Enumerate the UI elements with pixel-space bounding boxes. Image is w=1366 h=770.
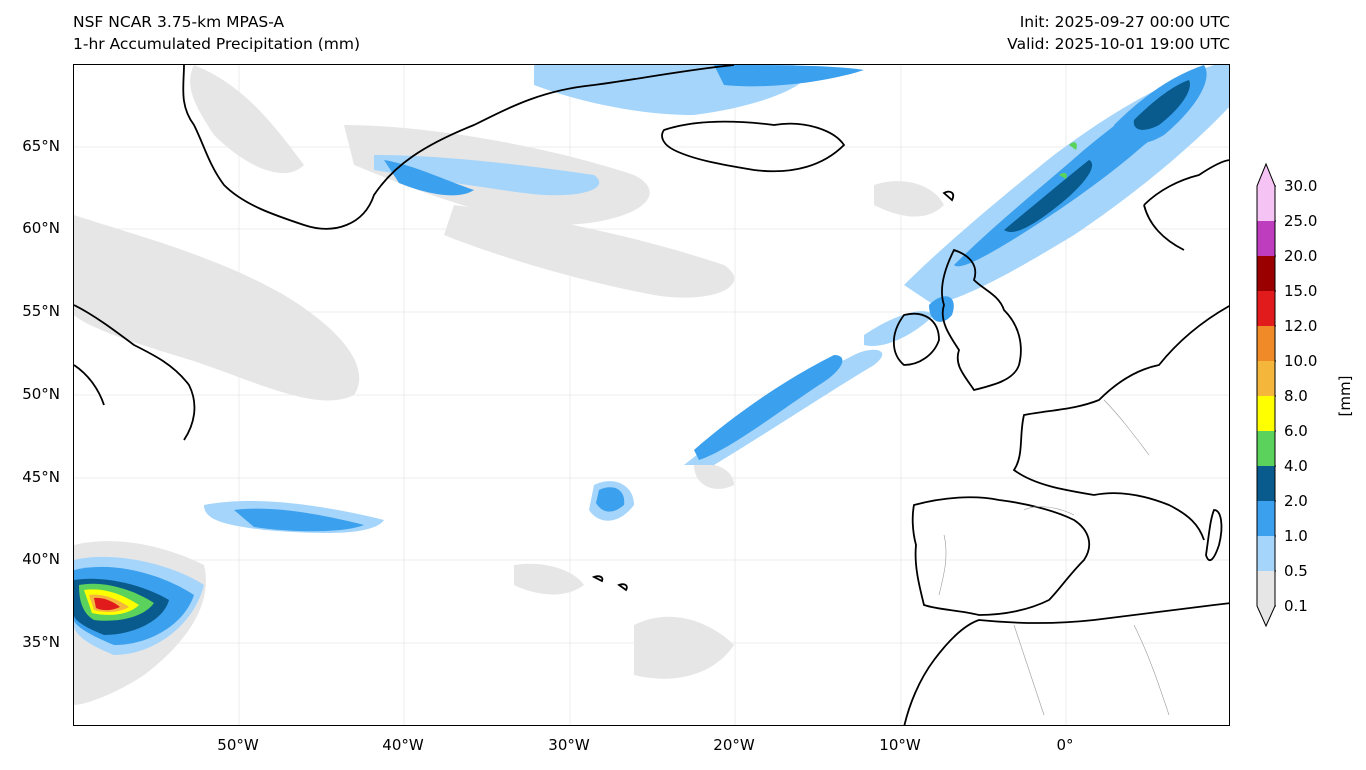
colorbar-level-label: 8.0	[1284, 387, 1308, 405]
precip-light-areas	[74, 65, 944, 705]
lat-label-60: 60°N	[22, 219, 60, 237]
colorbar-level-label: 0.1	[1284, 597, 1308, 615]
lon-label-40w: 40°W	[382, 736, 424, 754]
colorbar-level-label: 4.0	[1284, 457, 1308, 475]
colorbar-level-label: 20.0	[1284, 247, 1318, 265]
colorbar-unit: [mm]	[1336, 375, 1354, 417]
colorbar-segment	[1257, 186, 1275, 221]
lon-label-30w: 30°W	[548, 736, 590, 754]
lat-label-40: 40°N	[22, 550, 60, 568]
init-time: Init: 2025-09-27 00:00 UTC	[1019, 13, 1230, 31]
colorbar-level-label: 15.0	[1284, 282, 1318, 300]
lon-label-10w: 10°W	[879, 736, 921, 754]
colorbar-segment	[1257, 571, 1275, 606]
header-left: NSF NCAR 3.75-km MPAS-A 1-hr Accumulated…	[73, 11, 360, 55]
colorbar-segment	[1257, 431, 1275, 466]
colorbar-level-label: 6.0	[1284, 422, 1308, 440]
lat-label-45: 45°N	[22, 468, 60, 486]
colorbar-segment	[1257, 361, 1275, 396]
coastlines	[74, 65, 1229, 725]
lat-label-35: 35°N	[22, 633, 60, 651]
colorbar-extend-high	[1257, 164, 1275, 186]
colorbar	[1256, 162, 1276, 628]
colorbar-segment	[1257, 291, 1275, 326]
precipitation-map	[74, 65, 1229, 725]
colorbar-segment	[1257, 466, 1275, 501]
lat-label-65: 65°N	[22, 137, 60, 155]
colorbar-level-label: 30.0	[1284, 177, 1318, 195]
map-frame	[73, 64, 1230, 726]
colorbar-segment	[1257, 221, 1275, 256]
colorbar-extend-low	[1257, 606, 1275, 626]
colorbar-level-label: 12.0	[1284, 317, 1318, 335]
colorbar-level-label: 25.0	[1284, 212, 1318, 230]
lat-label-50: 50°N	[22, 385, 60, 403]
colorbar-level-label: 1.0	[1284, 527, 1308, 545]
colorbar-segment	[1257, 536, 1275, 571]
model-title: NSF NCAR 3.75-km MPAS-A	[73, 13, 285, 31]
colorbar-segment	[1257, 396, 1275, 431]
colorbar-level-label: 2.0	[1284, 492, 1308, 510]
lon-label-50w: 50°W	[217, 736, 259, 754]
colorbar-segment	[1257, 256, 1275, 291]
lon-label-20w: 20°W	[713, 736, 755, 754]
precip-intense-cores	[79, 142, 1077, 621]
lat-label-55: 55°N	[22, 302, 60, 320]
colorbar-segment	[1257, 501, 1275, 536]
colorbar-level-label: 10.0	[1284, 352, 1318, 370]
lon-label-0: 0°	[1056, 736, 1074, 754]
field-title: 1-hr Accumulated Precipitation (mm)	[73, 35, 360, 53]
colorbar-segment	[1257, 326, 1275, 361]
valid-time: Valid: 2025-10-01 19:00 UTC	[1007, 35, 1230, 53]
colorbar-level-label: 0.5	[1284, 562, 1308, 580]
header-right: Init: 2025-09-27 00:00 UTC Valid: 2025-1…	[1007, 11, 1230, 55]
country-borders	[938, 399, 1170, 716]
